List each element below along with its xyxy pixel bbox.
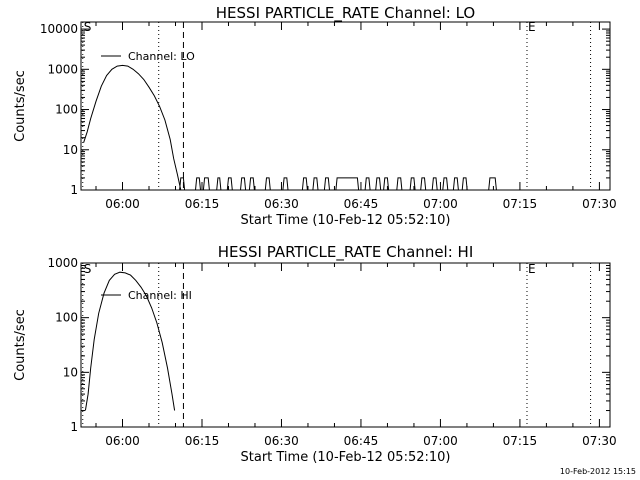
series-blip bbox=[282, 177, 289, 191]
series-blip bbox=[301, 177, 308, 191]
series-blip bbox=[383, 177, 390, 191]
y-tick-label: 1 bbox=[70, 420, 78, 434]
series-blip bbox=[226, 177, 233, 191]
series-blip bbox=[431, 177, 438, 191]
y-tick-label: 10 bbox=[63, 143, 78, 157]
x-tick-label: 06:15 bbox=[185, 434, 220, 448]
series-line bbox=[83, 64, 182, 191]
series-blip bbox=[420, 177, 427, 191]
x-tick-label: 06:00 bbox=[105, 197, 140, 211]
x-tick-label: 06:45 bbox=[344, 434, 379, 448]
x-tick-label: 07:00 bbox=[423, 434, 458, 448]
series-line bbox=[84, 271, 176, 411]
chart-panel-2: HESSI PARTICLE_RATE Channel: HI 1 10 100 100… bbox=[13, 243, 617, 465]
marker-e: E bbox=[528, 20, 536, 34]
y-tick-label: 100 bbox=[55, 311, 78, 325]
x-tick-label: 06:30 bbox=[264, 434, 299, 448]
x-axis-label: Start Time (10-Feb-12 05:52:10) bbox=[241, 450, 451, 465]
x-tick-label: 06:15 bbox=[185, 197, 220, 211]
series-blip bbox=[335, 177, 360, 191]
y-tick-label: 100 bbox=[55, 103, 78, 117]
x-tick-label: 06:30 bbox=[264, 197, 299, 211]
x-tick-label: 07:30 bbox=[582, 434, 617, 448]
legend-label: Channel: LO bbox=[128, 50, 195, 63]
chart-title: HESSI PARTICLE_RATE Channel: LO bbox=[216, 4, 475, 23]
series-blip bbox=[216, 177, 222, 191]
x-tick-label: 06:00 bbox=[105, 434, 140, 448]
series-blip bbox=[461, 177, 468, 191]
series-blip bbox=[364, 177, 371, 191]
plot-frame bbox=[80, 21, 611, 191]
series-blip bbox=[202, 177, 210, 191]
footer-timestamp: 10-Feb-2012 15:15 bbox=[560, 467, 636, 476]
series-blip bbox=[323, 177, 330, 191]
marker-s: S bbox=[84, 20, 92, 34]
series-blip bbox=[240, 177, 247, 191]
legend-label: Channel: HI bbox=[128, 289, 192, 302]
series-blip bbox=[442, 177, 449, 191]
marker-s: S bbox=[84, 262, 92, 276]
series-blip bbox=[409, 177, 416, 191]
series-blip bbox=[312, 177, 319, 191]
y-tick-label: 1 bbox=[70, 183, 78, 197]
series-blip bbox=[488, 177, 497, 191]
plot-frame bbox=[80, 262, 611, 428]
x-axis-label: Start Time (10-Feb-12 05:52:10) bbox=[241, 213, 451, 228]
series-blip bbox=[452, 177, 459, 191]
x-tick-label: 06:45 bbox=[344, 197, 379, 211]
marker-e: E bbox=[528, 262, 536, 276]
x-tick-label: 07:30 bbox=[582, 197, 617, 211]
series-blip bbox=[195, 177, 201, 191]
y-tick-label: 10000 bbox=[40, 22, 78, 36]
series-blip bbox=[264, 177, 271, 191]
y-tick-label: 1000 bbox=[47, 62, 78, 76]
chart-title: HESSI PARTICLE_RATE Channel: HI bbox=[218, 243, 474, 262]
series-blip bbox=[248, 177, 255, 191]
series-blip bbox=[179, 177, 186, 191]
chart-panel-1: HESSI PARTICLE_RATE Channel: LO 1 10 100 100… bbox=[13, 4, 617, 228]
y-axis-label: Counts/sec bbox=[13, 309, 28, 381]
series-blip bbox=[396, 177, 403, 191]
series-blip bbox=[375, 177, 382, 191]
x-tick-label: 07:00 bbox=[423, 197, 458, 211]
y-tick-label: 1000 bbox=[47, 256, 78, 270]
x-tick-label: 07:15 bbox=[503, 434, 538, 448]
x-tick-label: 07:15 bbox=[503, 197, 538, 211]
y-axis-label: Counts/sec bbox=[13, 70, 28, 142]
y-tick-label: 10 bbox=[63, 365, 78, 379]
